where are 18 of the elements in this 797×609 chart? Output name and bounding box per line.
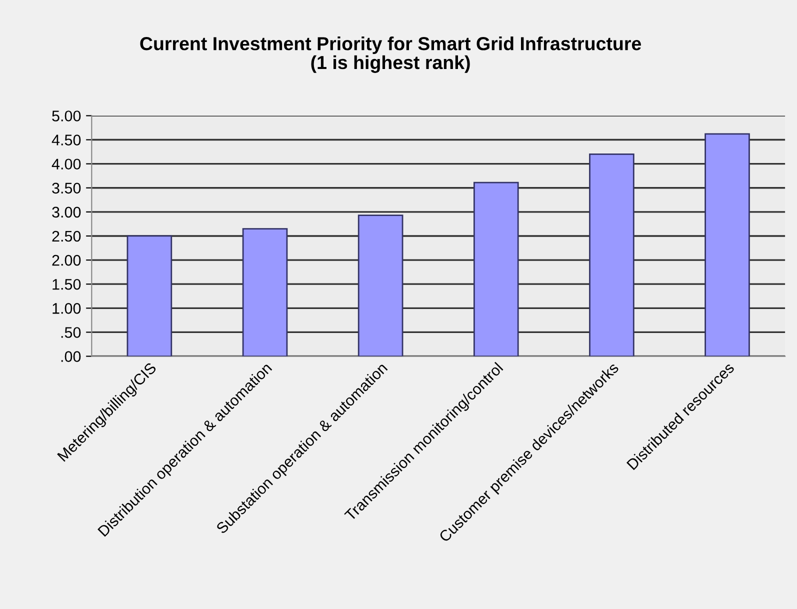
y-tick-label: 5.00 — [52, 110, 81, 122]
y-tick-label: 1.00 — [52, 303, 81, 314]
chart-title: Current Investment Priority for Smart Grid Infrastructure (1 is highest rank) — [140, 36, 641, 73]
y-tick-label: .50 — [61, 327, 81, 338]
y-tick-label: 4.00 — [52, 158, 81, 170]
y-tick-label: 4.50 — [52, 134, 81, 146]
y-tick-label: .00 — [61, 351, 81, 362]
y-tick-label: 3.50 — [52, 182, 81, 194]
y-tick-label: 1.50 — [52, 278, 81, 290]
y-tick-label: 3.00 — [52, 206, 81, 218]
bar — [589, 154, 634, 356]
bar — [358, 214, 404, 356]
bar — [126, 235, 172, 356]
bar — [704, 133, 750, 356]
bar — [473, 182, 519, 356]
bar — [242, 228, 288, 356]
y-tick-label: 2.00 — [52, 254, 81, 266]
y-tick-label: 2.50 — [52, 230, 81, 242]
